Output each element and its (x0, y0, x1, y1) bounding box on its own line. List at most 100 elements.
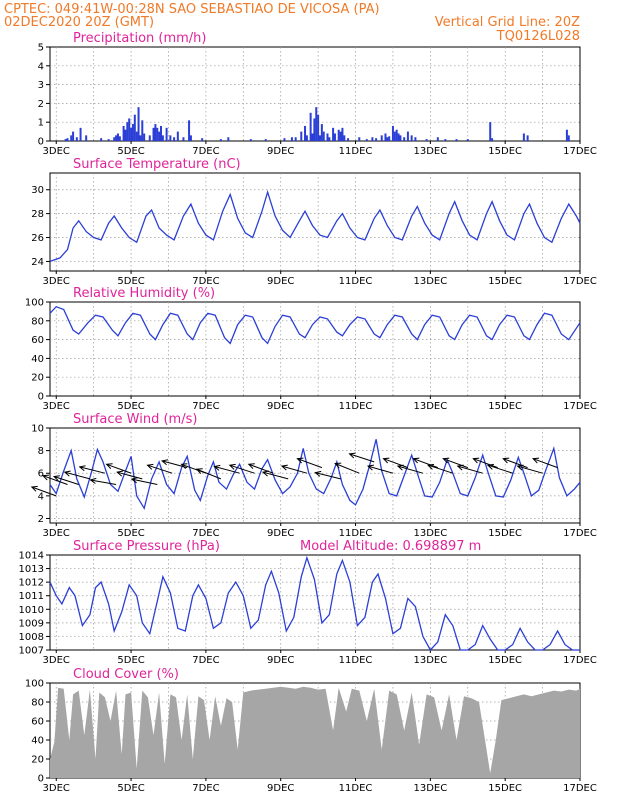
wind-vector (532, 457, 558, 469)
precip-bar (317, 114, 320, 141)
pres-xtick-label: 17DEC (563, 655, 597, 666)
cloud-xtick-label: 3DEC (43, 783, 70, 794)
pres-ytick-label: 1014 (19, 551, 44, 562)
panel-precip: 0 1 2 3 4 5 3DEC 5DEC 7DEC 9DEC 11DEC 13DEC 15DEC 17D… (38, 31, 597, 157)
precip-bar (141, 120, 144, 141)
precip-bar (156, 127, 159, 141)
precip-bar (315, 107, 318, 141)
precip-bar (107, 139, 110, 141)
panel-pres: 1007 1008 1009 1010 1011 1012 1013 1014 3DEC 5DEC… (19, 539, 597, 666)
wind-vector (366, 464, 394, 474)
cloud-area (50, 686, 580, 778)
pres-ytick-label: 1011 (19, 591, 44, 602)
wind-vector (213, 464, 240, 474)
precip-xtick-label: 15DEC (488, 146, 522, 157)
precip-bar (397, 133, 400, 141)
temp-xtick-label: 9DEC (267, 276, 294, 287)
pres-ytick-label: 1009 (19, 618, 44, 629)
precip-bar (124, 129, 127, 141)
wind-vector (78, 465, 106, 474)
precip-bar (283, 138, 286, 141)
wind-xtick-label: 3DEC (43, 528, 70, 539)
precip-bar (311, 133, 314, 141)
precip-bar (491, 138, 494, 141)
wind-ytick-label: 8 (38, 446, 44, 457)
precip-bar (72, 131, 75, 141)
precip-ytick-label: 2 (38, 99, 44, 110)
precip-bar (161, 135, 164, 141)
precip-bar (406, 131, 409, 141)
wind-vector (146, 463, 173, 474)
precip-bar (135, 131, 138, 141)
precip-bar (131, 124, 134, 141)
precip-bar (386, 137, 389, 141)
precip-title: Precipitation (mm/h) (73, 31, 206, 46)
wind-vector (262, 470, 289, 480)
precip-bar (320, 124, 323, 141)
precip-bar (249, 139, 252, 141)
temp-xtick-label: 17DEC (563, 276, 597, 287)
precip-bar (393, 131, 396, 141)
panel-temp: 24 26 28 30 3DEC 5DEC 7DEC 9DEC 11DEC 13DEC 15DEC 1… (31, 157, 597, 287)
wind-frame (49, 427, 581, 524)
precip-xtick-label: 11DEC (339, 146, 373, 157)
wind-ytick-label: 6 (38, 469, 44, 480)
wind-vector (442, 457, 468, 469)
pres-ytick-label: 1008 (19, 632, 44, 643)
precip-bar (159, 125, 162, 141)
precip-bar (410, 135, 413, 141)
precip-bar (158, 131, 161, 141)
precip-ytick-label: 4 (38, 61, 44, 72)
precip-bar (399, 135, 402, 141)
precip-bar (414, 137, 417, 141)
pres-xtick-label: 9DEC (267, 655, 294, 666)
temp-ytick-label: 26 (31, 233, 44, 244)
precip-bar (154, 124, 157, 141)
precip-bar (384, 133, 387, 141)
precip-xtick-label: 9DEC (267, 146, 294, 157)
pres-xtick-label: 5DEC (117, 655, 144, 666)
wind-xtick-label: 15DEC (488, 528, 522, 539)
temp-title: Surface Temperature (nC) (73, 157, 241, 172)
rh-xtick-label: 13DEC (413, 401, 447, 412)
precip-bar (176, 131, 179, 141)
panel-cloud: 0 20 40 60 80 100 3DEC 5DEC 7DEC 9DEC 11DEC 13DEC 15… (25, 667, 597, 794)
wind-vector (105, 463, 132, 474)
precip-bar (115, 135, 118, 141)
temp-xtick-label: 11DEC (339, 276, 373, 287)
precip-bar (122, 125, 125, 141)
wind-vector (348, 452, 375, 463)
header-model-code: TQ0126L028 (496, 29, 580, 44)
precip-bar (128, 118, 131, 141)
rh-xtick-label: 17DEC (563, 401, 597, 412)
precip-bar (526, 135, 529, 141)
temp-ytick-label: 28 (31, 209, 44, 220)
pres-frame (49, 554, 581, 651)
rh-ytick-label: 60 (31, 335, 44, 346)
precip-bar (522, 133, 525, 141)
precip-bar (300, 131, 303, 141)
cloud-xtick-label: 15DEC (488, 783, 522, 794)
precip-bar (375, 138, 378, 141)
precip-bar (66, 138, 69, 141)
wind-vector (280, 464, 308, 474)
precip-bar (436, 137, 439, 141)
pres-xtick-label: 13DEC (413, 655, 447, 666)
precip-bar (189, 135, 192, 141)
temp-xtick-label: 5DEC (117, 276, 144, 287)
cloud-ytick-label: 100 (25, 679, 44, 690)
temp-xtick-label: 15DEC (488, 276, 522, 287)
panel-wind: 2 4 6 8 10 3DEC 5DEC 7DEC 9DEC 11DEC 13DEC 15DEC 17D… (30, 412, 597, 539)
rh-xtick-label: 7DEC (192, 401, 219, 412)
rh-line (49, 305, 581, 345)
precip-bar (219, 139, 222, 141)
precip-bar (337, 129, 340, 141)
wind-vector (314, 470, 341, 480)
pres-ytick-label: 1012 (19, 578, 44, 589)
header-datetime: 02DEC2020 20Z (GMT) (4, 15, 154, 30)
rh-frame (49, 301, 581, 397)
precip-bar (326, 133, 329, 141)
precip-xtick-label: 13DEC (413, 146, 447, 157)
precip-bar (371, 137, 374, 141)
precip-bar (395, 129, 398, 141)
